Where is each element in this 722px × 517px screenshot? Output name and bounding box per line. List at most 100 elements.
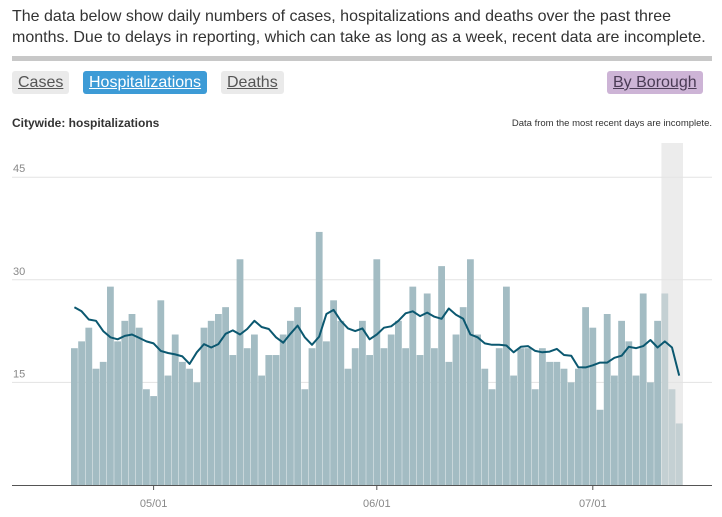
hospitalization-bar [517,348,525,485]
divider [12,56,712,61]
hospitalization-bar [294,307,301,485]
intro-line-2: months. Due to delays in reporting, whic… [12,29,706,46]
hospitalization-bar [92,368,100,485]
chart-title: Citywide: hospitalizations [12,116,160,130]
hospitalization-bar [301,389,309,485]
hospitalization-bar [337,320,345,485]
hospitalization-bar [416,355,424,485]
y-tick-label: 30 [13,266,25,278]
hospitalization-bar [661,293,669,485]
hospitalization-bar [78,341,85,485]
chart-note: Data from the most recent days are incom… [511,118,712,129]
hospitalization-bar [265,355,273,485]
hospitalization-bar [495,348,503,485]
hospitalization-bar [438,266,445,485]
y-tick-label: 45 [13,163,25,175]
tab-deaths[interactable]: Deaths [221,71,284,94]
hospitalization-bar [315,231,323,485]
hospitalization-bar [99,361,107,485]
hospitalization-bar [121,320,129,485]
hospitalization-bar [409,286,417,485]
hospitalization-bar [236,259,244,485]
hospitalization-bar [150,396,157,485]
hospitalization-bar [344,368,352,485]
hospitalization-bar [200,327,208,485]
hospitalization-bar [668,389,676,485]
hospitalization-bar [560,368,568,485]
hospitalization-bar [272,355,280,485]
hospitalization-bar [128,314,136,485]
hospitalization-bar [423,293,431,485]
hospitalization-bar [215,314,222,485]
hospitalization-bar [143,389,150,485]
hospitalization-bar [553,361,561,485]
hospitalization-bar [647,382,654,485]
by-borough-button[interactable]: By Borough [607,71,703,94]
hospitalization-bar [330,300,337,485]
hospitalization-bar [258,375,265,485]
hospitalization-bar [222,307,229,485]
hospitalization-bar [639,293,647,485]
hospitalization-bar [171,334,179,485]
seven-day-average-line [73,306,681,376]
hospitalization-bar [179,361,186,485]
hospitalization-bar [503,286,510,485]
hospitalization-bar [567,382,575,485]
hospitalization-bar [431,348,438,485]
hospitalization-bar [675,423,683,485]
hospitalization-bar [510,375,517,485]
hospitalization-bar [114,341,121,485]
hospitalization-bar [546,361,553,485]
tab-hospitalizations[interactable]: Hospitalizations [83,71,208,94]
hospitalization-bar [279,334,287,485]
hospitalization-bar [193,382,201,485]
intro-line-1: The data below show daily numbers of cas… [12,8,672,25]
hospitalization-bar [308,348,316,485]
hospitalization-bar [135,327,143,485]
hospitalization-bar [243,348,251,485]
hospitalization-bar [531,389,539,485]
hospitalization-bar [85,327,93,485]
hospitalization-bar [654,320,661,485]
hospitalization-bar [625,341,633,485]
hospitalization-bar [351,348,359,485]
hospitalization-bar [251,334,258,485]
hospitalization-bar [611,375,618,485]
hospitalization-bar [575,368,582,485]
hospitalization-bar [373,259,381,485]
hospitalization-bar [287,320,294,485]
y-tick-label: 15 [13,368,25,380]
hospitalization-bar [157,300,165,485]
hospitalization-bar [359,320,366,485]
hospitalization-bar [539,348,546,485]
hospitalization-bar [164,375,172,485]
hospitalization-bar [402,348,409,485]
hospitalization-bar [474,334,481,485]
intro-text: The data below show daily numbers of cas… [12,6,712,48]
hospitalization-bar [589,327,597,485]
tab-cases[interactable]: Cases [12,71,70,94]
hospitalization-bar [452,334,460,485]
hospitalization-bar [459,307,467,485]
hospitalization-bar [445,361,453,485]
x-tick-label: 06/01 [363,498,391,510]
hospitalization-bar [467,259,474,485]
hospitalization-bar [481,368,489,485]
hospitalization-bar [71,348,78,485]
hospitalization-bar [596,409,604,485]
hospitalization-bar [387,334,395,485]
hospitalization-bar [107,286,114,485]
hospitalization-bar [618,320,625,485]
x-tick-label: 05/01 [140,498,168,510]
hospitalization-bar [603,314,611,485]
hospitalization-bar [488,389,496,485]
x-tick-label: 07/01 [579,498,607,510]
hospitalization-bar [582,307,589,485]
hospitalization-bar [229,355,237,485]
hospitalization-bar [366,355,373,485]
hospitalization-bar [207,320,215,485]
hospitalization-bar [524,348,532,485]
hospitalization-bar [380,348,388,485]
hospitalization-bar [632,375,640,485]
